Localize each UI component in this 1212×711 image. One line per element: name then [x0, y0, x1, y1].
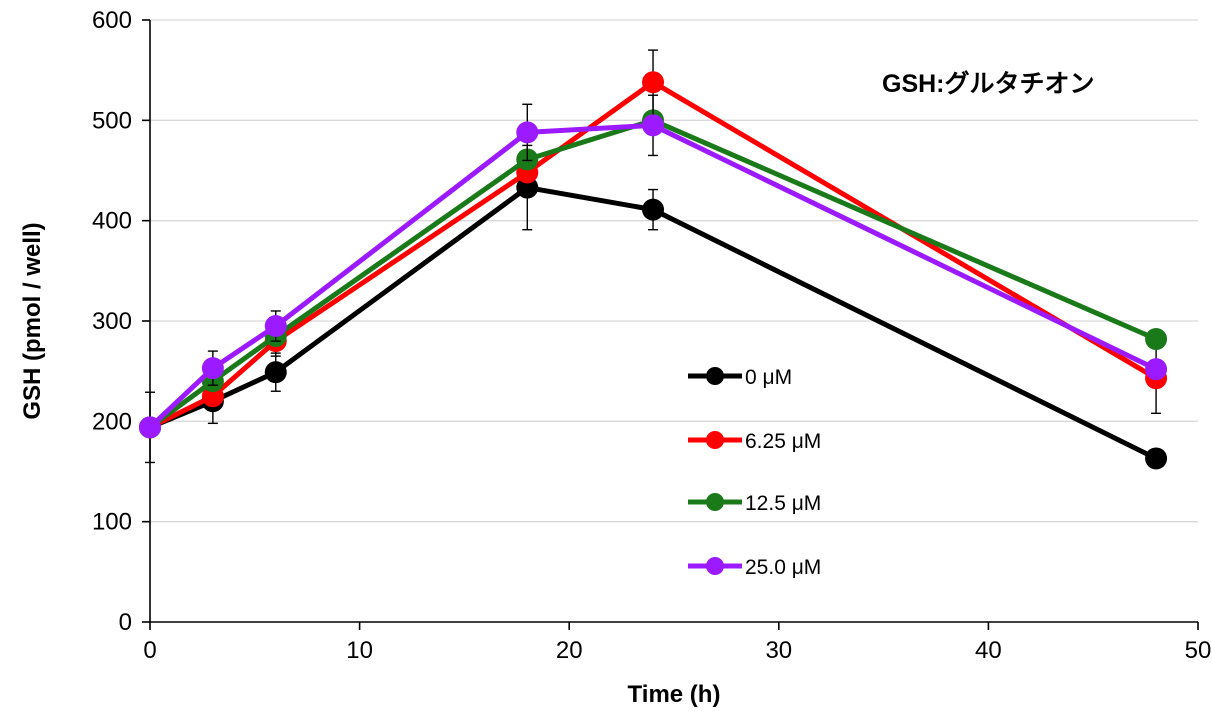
series-3	[139, 94, 1168, 439]
x-tick-label-1: 10	[346, 637, 373, 664]
y-tick-label-1: 100	[92, 509, 132, 536]
y-axis-ticks: 0 100 200 300 400 500 600	[92, 7, 150, 636]
data-point-3-2	[264, 315, 287, 338]
legend-label-2: 12.5 μM	[745, 492, 821, 515]
data-point-3-5	[1145, 358, 1168, 381]
data-point-0-4	[642, 198, 665, 221]
y-tick-label-4: 400	[92, 208, 132, 235]
data-point-0-5	[1145, 447, 1168, 470]
y-tick-label-2: 200	[92, 408, 132, 435]
legend-entry-0: 0 μM	[688, 366, 792, 389]
legend-swatch-marker-3	[706, 557, 724, 575]
y-tick-label-6: 600	[92, 7, 132, 34]
x-tick-label-0: 0	[143, 637, 156, 664]
legend-swatch-marker-0	[706, 367, 724, 385]
legend-entry-2: 12.5 μM	[688, 492, 821, 515]
plot-area	[139, 49, 1168, 470]
legend-label-0: 0 μM	[745, 366, 792, 389]
series-line-3	[148, 122, 1158, 430]
legend-label-3: 25.0 μM	[745, 556, 821, 579]
data-point-3-3	[516, 121, 539, 144]
legend: 0 μM 6.25 μM 12.5 μM 25.0 μM	[688, 366, 821, 579]
data-point-3-0	[139, 416, 161, 439]
x-tick-label-2: 20	[556, 637, 583, 664]
x-axis-ticks: 0 10 20 30 40 50	[143, 622, 1211, 664]
gridlines	[150, 19, 1198, 523]
series-line-1	[148, 79, 1158, 430]
x-axis-title: Time (h)	[628, 681, 721, 708]
y-tick-label-5: 500	[92, 107, 132, 134]
y-tick-label-3: 300	[92, 308, 132, 335]
data-point-3-4	[642, 114, 665, 137]
x-tick-label-4: 40	[975, 637, 1002, 664]
data-point-2-5	[1145, 328, 1168, 351]
series-line-0	[149, 185, 1158, 461]
chart-annotation: GSH:グルタチオン	[882, 70, 1095, 98]
legend-swatch-marker-1	[706, 431, 724, 449]
data-point-1-4	[642, 71, 665, 94]
data-point-3-1	[201, 357, 224, 380]
y-axis-title: GSH (pmol / well)	[19, 222, 46, 419]
legend-entry-3: 25.0 μM	[688, 556, 821, 579]
x-tick-label-3: 30	[765, 637, 792, 664]
series-line-2	[148, 117, 1158, 430]
data-point-0-3	[516, 176, 539, 199]
legend-swatch-marker-2	[706, 493, 724, 511]
y-tick-label-0: 0	[119, 609, 132, 636]
data-point-1-1	[201, 385, 224, 408]
x-tick-label-5: 50	[1185, 637, 1212, 664]
legend-label-1: 6.25 μM	[745, 430, 821, 453]
legend-entry-1: 6.25 μM	[688, 430, 821, 453]
data-point-0-2	[264, 361, 287, 384]
